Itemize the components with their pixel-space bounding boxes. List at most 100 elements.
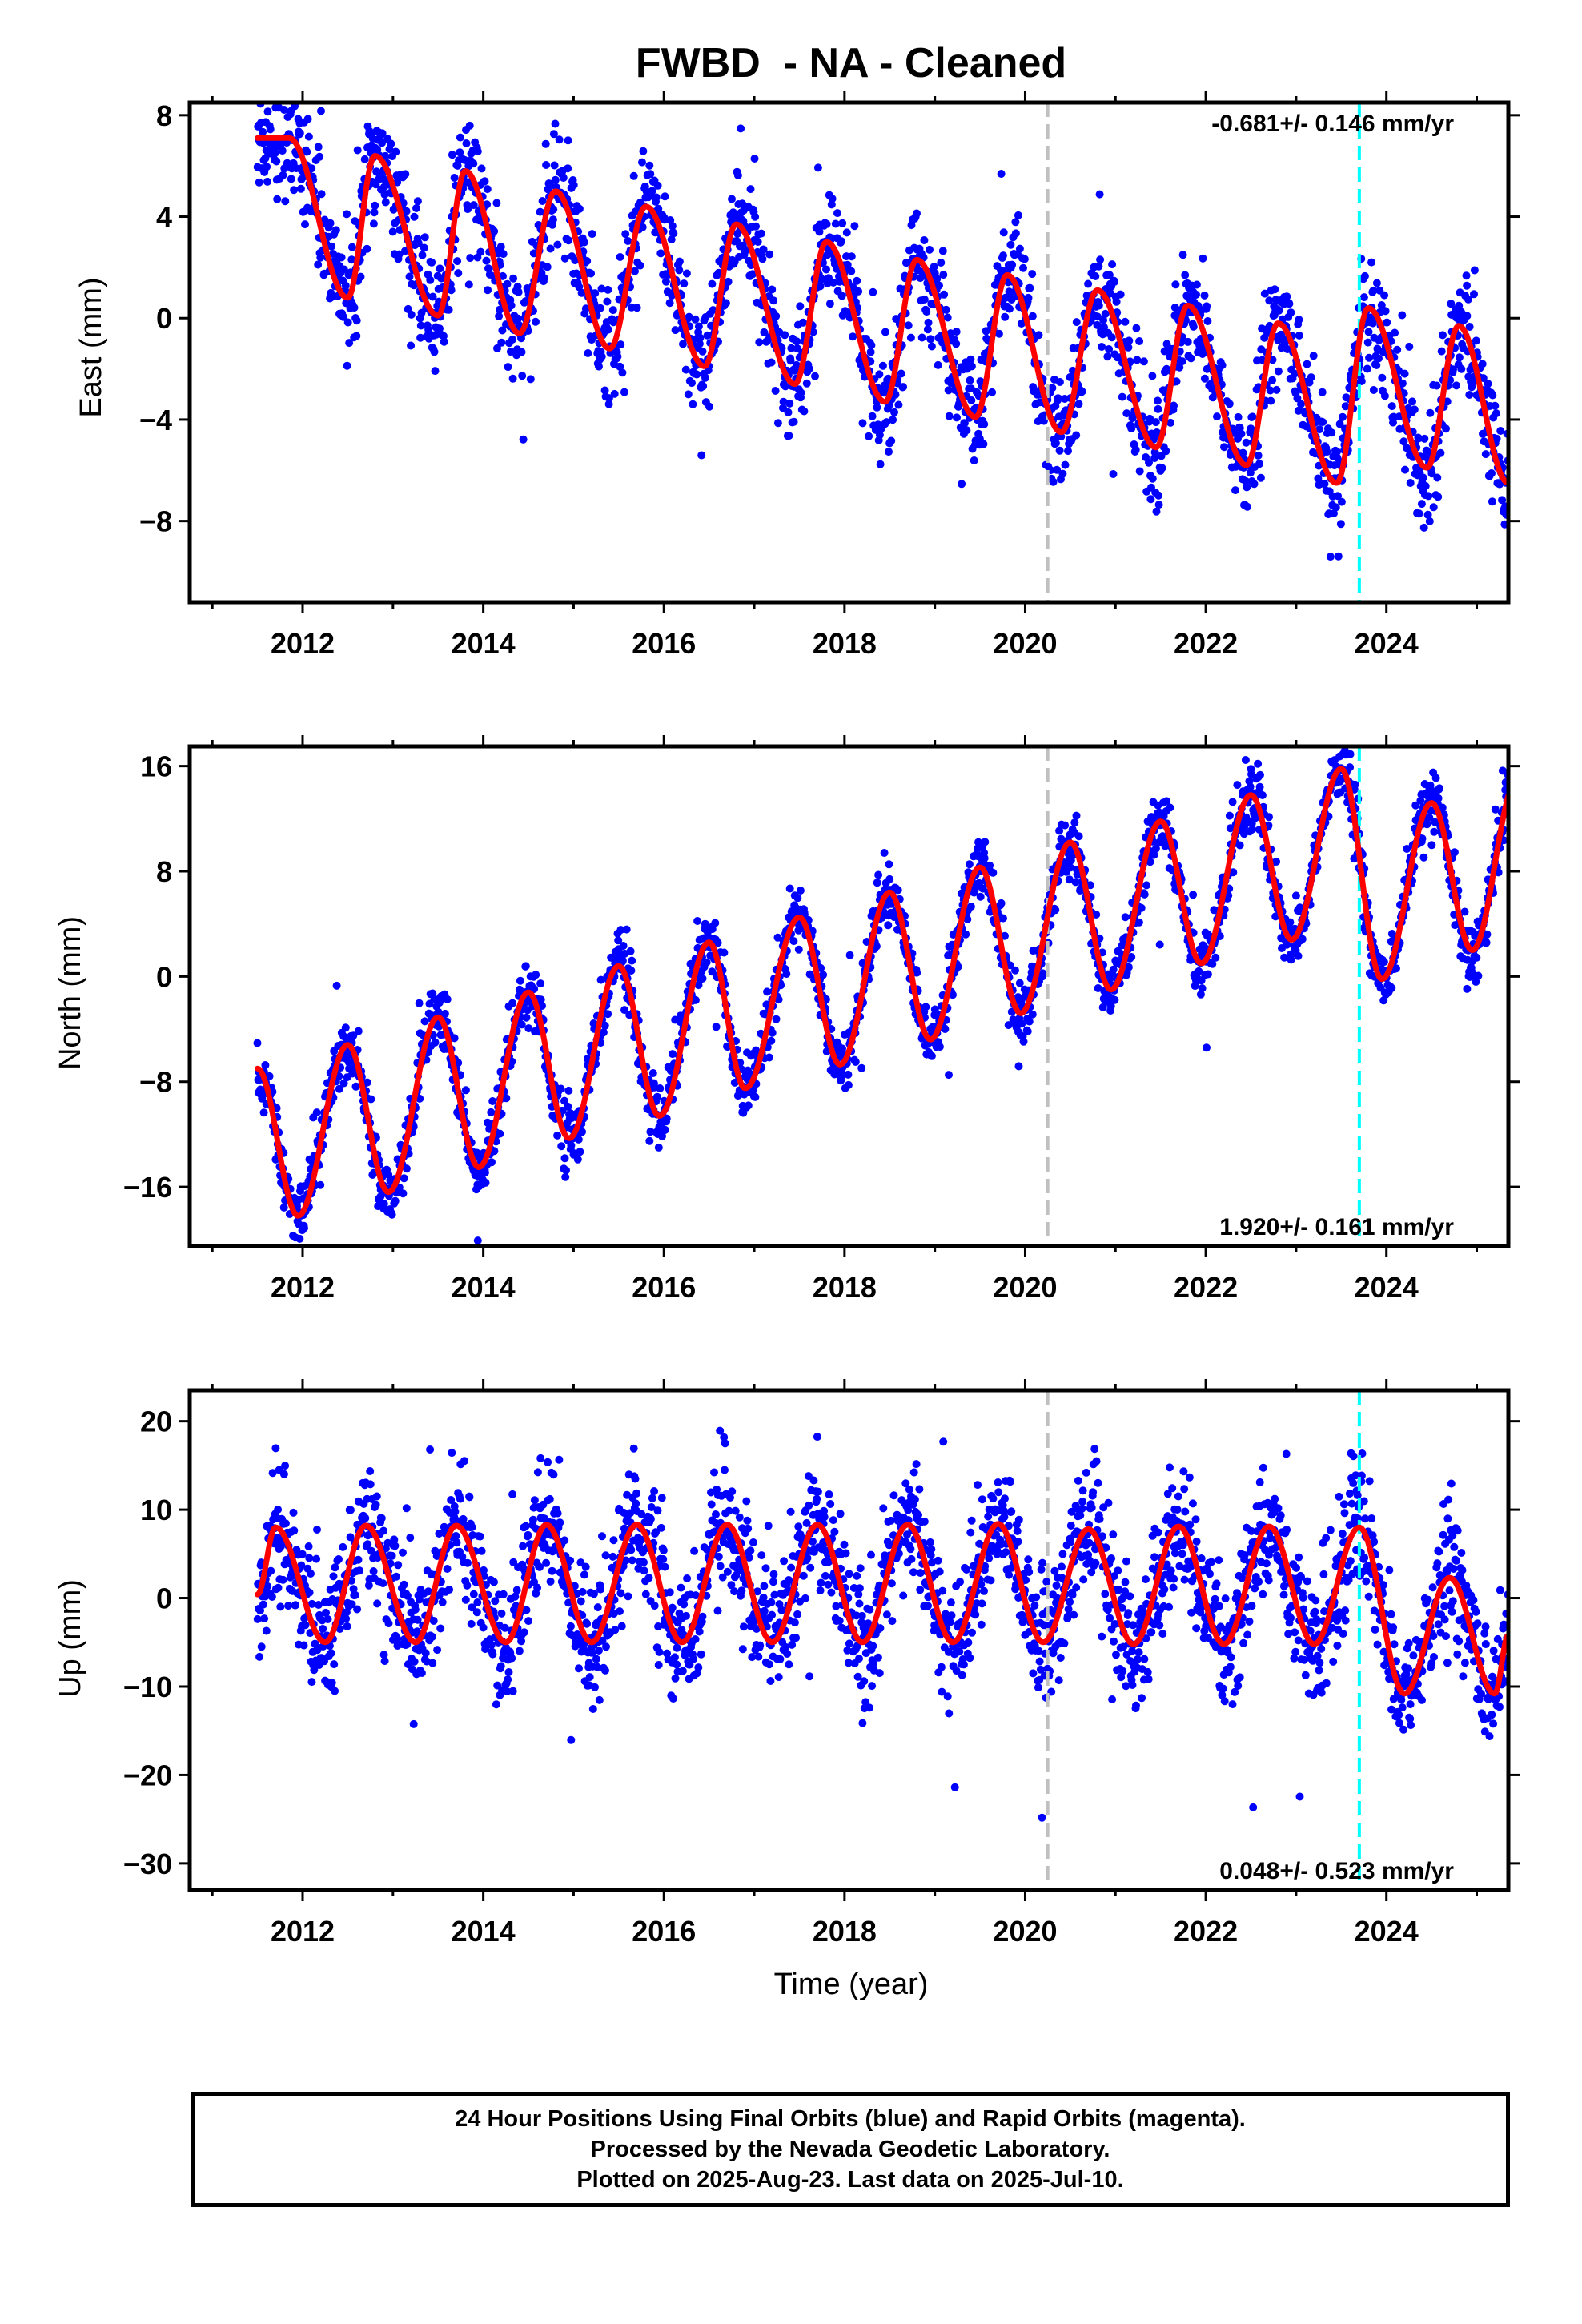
north-point xyxy=(488,1097,497,1105)
north-point xyxy=(1094,984,1102,992)
east-point xyxy=(1297,400,1305,408)
east-point xyxy=(526,375,535,384)
east-xtick-label: 2012 xyxy=(271,627,335,660)
north-point xyxy=(508,999,517,1007)
east-point xyxy=(604,325,612,334)
east-point xyxy=(1019,263,1027,272)
east-point xyxy=(1335,420,1344,428)
east-point xyxy=(352,316,361,325)
east-point xyxy=(1103,352,1112,361)
north-point xyxy=(981,838,990,846)
north-point xyxy=(1055,826,1064,835)
east-point xyxy=(1234,412,1243,421)
north-point xyxy=(363,1078,371,1087)
north-point xyxy=(884,921,893,930)
east-point xyxy=(266,125,275,134)
north-point xyxy=(844,1080,853,1089)
east-point xyxy=(1150,454,1159,463)
east-point xyxy=(624,237,632,245)
east-point xyxy=(1131,445,1140,454)
north-point xyxy=(387,1210,396,1219)
east-ytick-label: −8 xyxy=(139,505,172,538)
east-point xyxy=(786,356,795,365)
north-point xyxy=(402,1164,411,1173)
east-point xyxy=(1220,443,1228,452)
east-point xyxy=(564,236,573,245)
east-point xyxy=(789,417,798,426)
east-point xyxy=(759,245,768,254)
east-point xyxy=(263,107,272,116)
east-point xyxy=(444,305,453,314)
north-point xyxy=(691,995,700,1004)
north-point xyxy=(488,1158,496,1167)
east-point xyxy=(1359,293,1368,302)
east-point xyxy=(405,272,414,281)
east-point xyxy=(1049,477,1058,486)
north-point xyxy=(1472,953,1481,962)
north-point xyxy=(1203,1043,1211,1052)
north-point xyxy=(1482,939,1491,947)
east-point xyxy=(1488,497,1496,506)
east-point xyxy=(1053,465,1062,474)
east-point xyxy=(1427,469,1436,478)
east-point xyxy=(1330,509,1338,517)
east-point xyxy=(490,227,499,235)
north-point xyxy=(553,1131,562,1140)
up-point xyxy=(279,1470,288,1478)
east-point xyxy=(636,261,644,270)
east-point xyxy=(1100,323,1108,332)
east-xtick-label: 2020 xyxy=(993,627,1057,660)
east-point xyxy=(800,407,809,416)
east-point xyxy=(259,139,267,147)
north-point xyxy=(677,1011,685,1020)
east-point xyxy=(560,254,569,263)
east-xtick-label: 2024 xyxy=(1355,627,1419,660)
east-point xyxy=(667,235,676,244)
north-point xyxy=(963,915,972,923)
east-point xyxy=(1145,458,1153,467)
east-point xyxy=(551,119,560,128)
east-point xyxy=(1429,503,1438,512)
north-point xyxy=(749,1086,757,1095)
north-point xyxy=(1166,803,1174,812)
east-point xyxy=(945,412,954,420)
east-point xyxy=(1372,279,1381,287)
north-rate-label: 1.920+/- 0.161 mm/yr xyxy=(1219,1214,1454,1240)
east-point xyxy=(997,170,1006,178)
east-point xyxy=(934,360,942,369)
east-point xyxy=(1400,369,1409,378)
east-point xyxy=(1094,301,1103,310)
east-point xyxy=(809,328,817,336)
east-point xyxy=(551,175,560,184)
north-point xyxy=(261,1061,270,1069)
north-point xyxy=(976,892,985,901)
east-point xyxy=(1415,434,1423,443)
north-ytick-label: −16 xyxy=(123,1171,172,1204)
east-point xyxy=(548,215,557,224)
east-point xyxy=(701,373,709,382)
east-point xyxy=(477,164,486,173)
north-point xyxy=(1286,918,1295,927)
east-point xyxy=(737,124,745,133)
east-point xyxy=(1433,473,1442,482)
east-point xyxy=(1124,343,1133,352)
east-point xyxy=(1462,271,1471,280)
east-plot-area xyxy=(253,103,1508,602)
north-point xyxy=(481,1178,490,1187)
east-point xyxy=(604,394,613,403)
east-point xyxy=(295,129,304,138)
north-point xyxy=(1110,995,1119,1004)
east-point xyxy=(1391,328,1399,337)
east-point xyxy=(597,284,606,293)
east-point xyxy=(1377,301,1386,309)
north-point xyxy=(711,919,720,927)
north-point xyxy=(656,1084,665,1092)
north-point xyxy=(1066,863,1075,872)
east-point xyxy=(842,228,851,237)
east-point xyxy=(1151,418,1160,427)
east-point xyxy=(388,227,397,236)
north-point xyxy=(1140,890,1149,899)
north-point xyxy=(626,947,635,955)
east-point xyxy=(1436,448,1445,457)
east-point xyxy=(1381,307,1390,316)
